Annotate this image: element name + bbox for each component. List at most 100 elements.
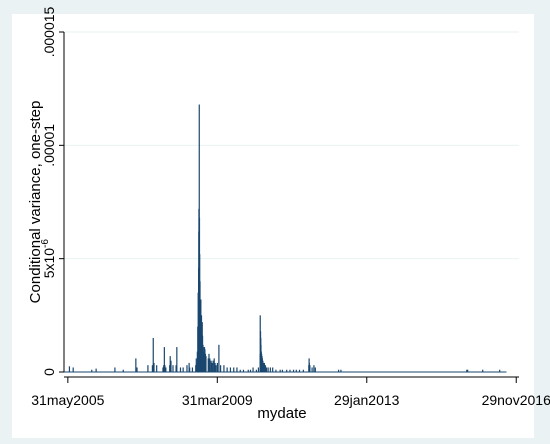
bar: [200, 299, 202, 372]
y-tick-label: 5x10-6: [40, 239, 57, 279]
bar: [311, 367, 313, 372]
bar: [499, 369, 501, 372]
x-axis-title: mydate: [257, 405, 306, 422]
bar: [247, 369, 249, 372]
bar: [176, 347, 178, 372]
y-axis-title: Conditional variance, one-step: [27, 101, 44, 304]
bar: [156, 365, 158, 372]
bar: [153, 362, 155, 372]
bar: [162, 367, 164, 372]
axes: [63, 32, 519, 378]
bar: [91, 369, 93, 372]
bar: [298, 369, 301, 372]
bar: [135, 358, 137, 372]
bar: [172, 365, 174, 372]
bar: [295, 369, 297, 372]
bar: [286, 369, 288, 372]
bar: [257, 367, 260, 372]
bar: [163, 365, 165, 372]
y-tick-label: .000015: [41, 6, 57, 57]
bar: [215, 365, 217, 372]
bar: [188, 362, 190, 372]
y-tick-label: .00001: [41, 124, 57, 167]
plot-area: [64, 32, 519, 372]
bar: [152, 338, 154, 372]
bar: [209, 358, 211, 372]
bar: [210, 360, 212, 372]
bar: [189, 367, 191, 372]
bar: [279, 369, 281, 372]
bar: [309, 365, 311, 372]
bar: [314, 367, 316, 372]
bar: [264, 365, 267, 372]
bar: [68, 366, 71, 372]
bar: [229, 367, 232, 372]
bar: [165, 367, 167, 372]
bar: [239, 369, 241, 372]
bar: [151, 365, 153, 372]
x-tick-label: 31mar2009: [182, 392, 253, 408]
x-tick-label: 31may2005: [31, 392, 104, 408]
bar: [236, 367, 238, 372]
bar: [163, 347, 165, 372]
bar: [337, 369, 340, 372]
bar: [164, 365, 166, 372]
y-tick-exponent: -6: [40, 239, 51, 248]
bar: [216, 362, 219, 372]
bar: [95, 368, 97, 372]
bar: [179, 367, 182, 372]
bar: [313, 365, 315, 372]
bar: [169, 356, 171, 372]
bar: [212, 360, 214, 372]
bar: [289, 369, 291, 372]
bar: [223, 365, 225, 372]
bar: [191, 367, 194, 372]
bar: [265, 367, 268, 372]
bar: [242, 369, 245, 372]
bar: [233, 367, 235, 372]
bar: [467, 369, 469, 372]
bar: [482, 369, 484, 372]
bar: [214, 362, 216, 372]
bar: [302, 369, 304, 372]
bar: [255, 369, 257, 372]
bar: [340, 369, 342, 372]
bar: [263, 362, 265, 372]
bar: [203, 351, 205, 372]
bar: [226, 367, 228, 372]
bar: [281, 369, 284, 372]
bar: [122, 369, 124, 372]
bar: [72, 367, 74, 372]
bar: [220, 365, 222, 372]
bar: [213, 358, 215, 372]
bar: [147, 365, 149, 372]
bars: [64, 104, 507, 373]
bar: [275, 369, 277, 372]
bar: [136, 367, 138, 372]
y-tick-label: 0: [41, 368, 57, 376]
bar: [211, 362, 213, 372]
x-tick-label: 29nov2016: [482, 392, 550, 408]
bar: [262, 360, 264, 372]
bar: [205, 356, 207, 372]
bar: [114, 367, 116, 372]
bar: [182, 367, 184, 372]
bar: [252, 367, 254, 372]
bar: [218, 344, 220, 372]
y-ticks: 0 5x10-6 .00001 .000015: [40, 6, 64, 376]
bar: [269, 367, 271, 372]
bar: [207, 358, 209, 372]
bar: [186, 365, 188, 372]
x-ticks: 31may2005 31mar2009 29jan2013 29nov2016: [31, 377, 550, 408]
x-tick-label: 29jan2013: [334, 392, 400, 408]
bar: [249, 369, 252, 372]
bar: [292, 369, 295, 372]
bar: [267, 367, 269, 372]
bar: [466, 369, 468, 372]
bar: [263, 362, 265, 372]
bar: [208, 353, 210, 372]
bar: [272, 367, 274, 372]
gridlines: [64, 31, 519, 260]
bar: [175, 365, 177, 372]
